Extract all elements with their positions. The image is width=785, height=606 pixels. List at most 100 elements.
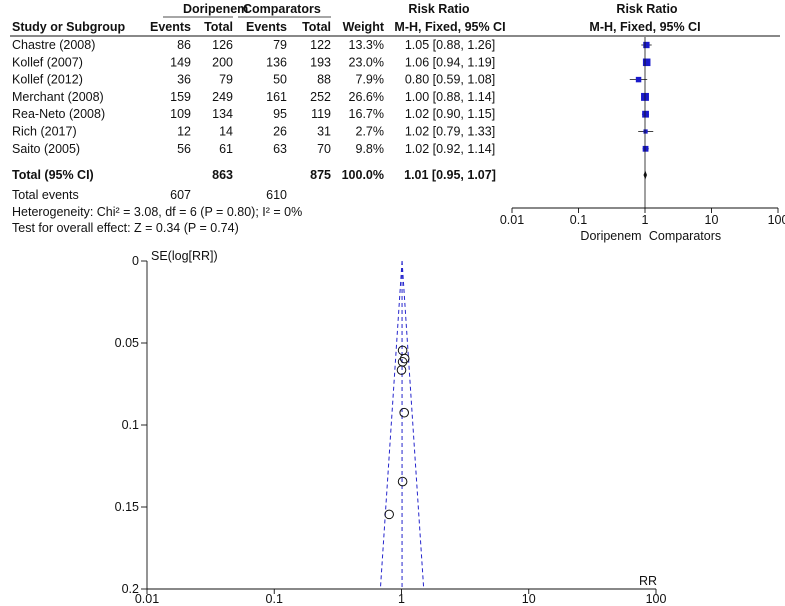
funnel-ytick-label: 0.05 xyxy=(115,336,139,350)
total-events-experimental: 607 xyxy=(170,188,191,202)
table-row: Rich (2017) 12 14 26 31 2.7% 1.02 [0.79, 1.33] xyxy=(12,125,495,139)
experimental-total: 14 xyxy=(219,125,233,139)
effect-marker xyxy=(642,145,649,152)
funnel-ytick-group: 0 0.05 0.1 0.15 0.2 xyxy=(115,254,147,596)
effect-marker xyxy=(642,58,651,67)
funnel-xtick-label: 0.01 xyxy=(135,592,159,606)
funnel-lines xyxy=(379,260,425,590)
total-weight: 100.0% xyxy=(342,168,384,182)
total-control: 875 xyxy=(310,168,331,182)
experimental-events: 86 xyxy=(177,38,191,52)
control-total: 122 xyxy=(310,38,331,52)
group-header-experimental: Doripenem xyxy=(183,2,248,16)
forest-axis: 0.01 0.1 1 10 100 Doripenem Comparators xyxy=(500,207,785,243)
table-row: Kollef (2012) 36 79 50 88 7.9% 0.80 [0.59, 1.0… xyxy=(12,73,495,87)
forest-tick-label: 10 xyxy=(705,213,719,227)
forest-plot xyxy=(629,37,654,208)
control-total: 88 xyxy=(317,73,331,87)
table-row: Kollef (2007) 149 200 136 193 23.0% 1.06 [0.94… xyxy=(12,55,495,69)
control-events: 63 xyxy=(273,142,287,156)
col-header-e-events: Events xyxy=(150,20,191,34)
funnel-points xyxy=(384,345,410,520)
funnel-point xyxy=(397,476,408,487)
funnel-point xyxy=(399,407,409,418)
col-header-study: Study or Subgroup xyxy=(12,20,126,34)
total-experimental: 863 xyxy=(212,168,233,182)
total-label: Total (95% CI) xyxy=(12,168,94,182)
control-events: 26 xyxy=(273,125,287,139)
funnel-ytick-label: 0.1 xyxy=(122,418,139,432)
experimental-events: 149 xyxy=(170,55,191,69)
funnel-ytick-label: 0.15 xyxy=(115,500,139,514)
funnel-limit-left xyxy=(379,260,403,590)
control-events: 136 xyxy=(266,55,287,69)
group-header-control: Comparators xyxy=(243,2,321,16)
weight-value: 26.6% xyxy=(349,90,384,104)
funnel-point xyxy=(384,509,394,520)
forest-tick-label: 0.01 xyxy=(500,213,524,227)
col-header-weight: Weight xyxy=(343,20,385,34)
control-events: 95 xyxy=(273,107,287,121)
forest-tick-group: 0.01 0.1 1 10 100 xyxy=(500,208,785,227)
table-row: Rea-Neto (2008) 109 134 95 119 16.7% 1.02 [0.9… xyxy=(12,107,495,121)
col-header-c-total: Total xyxy=(302,20,331,34)
funnel-xtick-group: 0.01 0.1 1 10 100 xyxy=(135,589,666,606)
effect-ci-text: 1.02 [0.90, 1.15] xyxy=(405,107,495,121)
weight-value: 2.7% xyxy=(356,125,385,139)
table-row: Merchant (2008) 159 249 161 252 26.6% 1.00 [0.… xyxy=(12,90,495,104)
effect-marker xyxy=(635,76,642,83)
funnel-xtick-label: 0.1 xyxy=(266,592,283,606)
forest-tick-label: 100 xyxy=(768,213,785,227)
table-row-total: Total (95% CI) 863 875 100.0% 1.01 [0.95, 1.… xyxy=(12,168,496,182)
control-total: 193 xyxy=(310,55,331,69)
total-events-control: 610 xyxy=(266,188,287,202)
total-ci-text: 1.01 [0.95, 1.07] xyxy=(404,168,496,182)
effect-ci-text: 1.02 [0.79, 1.33] xyxy=(405,125,495,139)
funnel-ytick-label: 0 xyxy=(132,254,139,268)
study-name: Chastre (2008) xyxy=(12,38,95,52)
study-name: Kollef (2007) xyxy=(12,55,83,69)
effect-marker xyxy=(643,41,650,49)
experimental-total: 61 xyxy=(219,142,233,156)
group-header-plot: Risk Ratio xyxy=(616,2,677,16)
control-events: 50 xyxy=(273,73,287,87)
funnel-ytick-label: 0.2 xyxy=(122,582,139,596)
experimental-events: 56 xyxy=(177,142,191,156)
funnel-ylabel: SE(log[RR]) xyxy=(151,249,218,263)
funnel-plot: SE(log[RR]) RR 0 0.05 0.1 0.15 0.2 0.01 0.1 1 1… xyxy=(115,249,667,606)
control-events: 79 xyxy=(273,38,287,52)
col-header-effect-method: M-H, Fixed, 95% CI xyxy=(394,20,505,34)
col-header-e-total: Total xyxy=(204,20,233,34)
funnel-point xyxy=(397,345,408,356)
study-name: Saito (2005) xyxy=(12,142,80,156)
funnel-limit-right xyxy=(401,260,425,590)
table-row: Saito (2005) 56 61 63 70 9.8% 1.02 [0.92, 1.14… xyxy=(12,142,495,156)
control-total: 31 xyxy=(317,125,331,139)
control-total: 119 xyxy=(311,107,331,121)
weight-value: 7.9% xyxy=(356,73,385,87)
effect-ci-text: 1.02 [0.92, 1.14] xyxy=(405,142,495,156)
study-name: Rich (2017) xyxy=(12,125,77,139)
weight-value: 23.0% xyxy=(349,55,384,69)
experimental-total: 249 xyxy=(212,90,233,104)
effect-ci-text: 1.05 [0.88, 1.26] xyxy=(405,38,495,52)
effect-marker xyxy=(643,129,648,134)
effect-ci-text: 0.80 [0.59, 1.08] xyxy=(405,73,495,87)
effect-marker xyxy=(642,110,649,118)
funnel-point xyxy=(397,357,408,367)
funnel-xlabel: RR xyxy=(639,574,657,588)
total-events-label: Total events xyxy=(12,188,79,202)
pooled-diamond xyxy=(643,170,647,180)
experimental-events: 159 xyxy=(170,90,191,104)
experimental-total: 79 xyxy=(219,73,233,87)
table-row: Chastre (2008) 86 126 79 122 13.3% 1.05 [0.88,… xyxy=(12,38,495,52)
forest-header: Doripenem Comparators Risk Ratio Risk Ra… xyxy=(10,2,780,37)
weight-value: 9.8% xyxy=(356,142,385,156)
experimental-events: 109 xyxy=(170,107,191,121)
forest-rows: Chastre (2008) 86 126 79 122 13.3% 1.05 [0.88,… xyxy=(12,38,496,182)
forest-tick-label: 0.1 xyxy=(570,213,587,227)
forest-footer: Total events 607 610 Heterogeneity: Chi²… xyxy=(12,188,302,235)
experimental-total: 134 xyxy=(212,107,233,121)
control-total: 70 xyxy=(317,142,331,156)
